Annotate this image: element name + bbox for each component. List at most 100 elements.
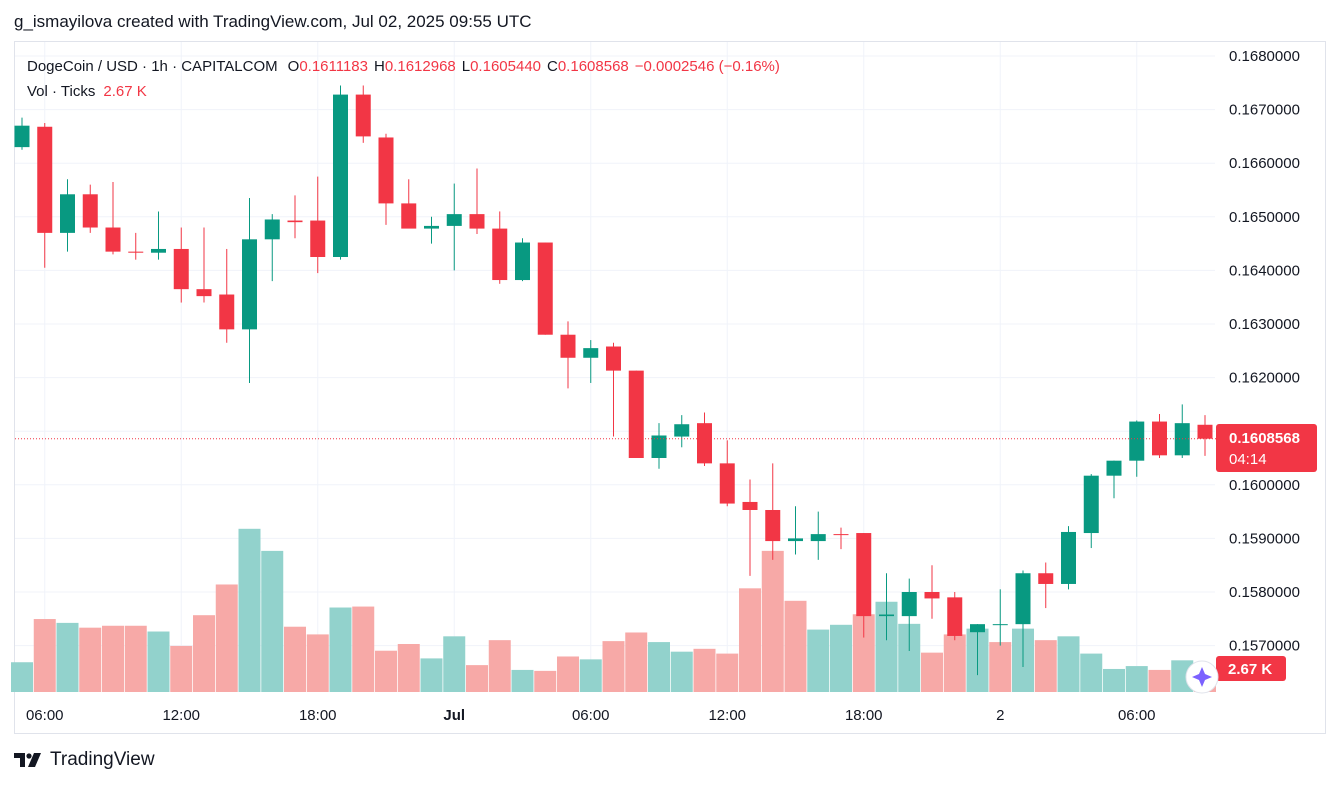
symbol-label[interactable]: DogeCoin / USD · 1h · CAPITALCOM — [27, 58, 278, 75]
time-tick-label: 06:00 — [26, 707, 64, 724]
candle-body — [1174, 423, 1190, 456]
chart-frame — [14, 41, 1326, 734]
candle-body — [1152, 421, 1167, 456]
volume-bar — [466, 665, 488, 692]
candle-body — [1015, 573, 1031, 625]
volume-bar — [1148, 669, 1171, 692]
candle-body — [14, 125, 30, 148]
volume-bar — [170, 645, 193, 692]
time-tick-label: 06:00 — [572, 707, 610, 724]
volume-bar — [375, 650, 397, 692]
candle-body — [492, 228, 508, 281]
ohlc-row: DogeCoin / USD · 1h · CAPITALCOM O 0.1611… — [27, 54, 780, 79]
candle-body — [424, 225, 439, 229]
time-tick-label: 18:00 — [299, 707, 337, 724]
candle-body — [697, 423, 712, 464]
chart-caption: g_ismayilova created with TradingView.co… — [14, 12, 532, 31]
volume-bars — [11, 528, 1216, 692]
time-tick-label: 12:00 — [708, 707, 746, 724]
volume-bar — [488, 640, 511, 692]
volume-bar — [898, 623, 921, 692]
candle-body — [287, 220, 303, 223]
candle-body — [1106, 460, 1122, 476]
volume-bar — [147, 631, 170, 692]
ai-assist-icon[interactable] — [1185, 660, 1219, 694]
candle-body — [1038, 573, 1054, 584]
candle-body — [242, 239, 257, 330]
volume-bar — [807, 629, 830, 692]
candle-body — [1129, 421, 1145, 461]
volume-bar — [625, 632, 648, 692]
volume-bar — [11, 662, 33, 692]
candle-body — [947, 597, 963, 636]
volume-bar — [602, 641, 625, 692]
candle-body — [333, 94, 348, 257]
open-value: 0.1611183 — [299, 58, 368, 75]
candle-body — [560, 334, 576, 358]
volume-bar — [830, 624, 852, 692]
candle-body — [901, 592, 917, 617]
volume-badge: 2.67 K — [1216, 656, 1286, 681]
volume-bar — [261, 550, 284, 692]
price-tick-label: 0.1620000 — [1229, 370, 1300, 387]
time-tick-label: 12:00 — [162, 707, 200, 724]
price-axis: 0.1680000 0.1670000 0.1660000 0.1650000 0.16… — [1229, 48, 1300, 655]
candle-body — [196, 289, 212, 297]
candle-body — [128, 251, 144, 253]
volume-bar — [534, 670, 557, 692]
candle-body — [651, 435, 667, 458]
candle-body — [1197, 424, 1213, 439]
close-value: 0.1608568 — [557, 58, 629, 75]
high-key: H — [374, 58, 385, 75]
last-price-text: 0.1608568 — [1229, 430, 1300, 447]
volume-bar — [739, 588, 761, 692]
volume-bar — [784, 600, 807, 692]
candle-body — [446, 214, 462, 226]
volume-bar — [557, 656, 579, 692]
volume-bar — [397, 644, 420, 692]
volume-bar — [215, 584, 238, 692]
volume-badge-text: 2.67 K — [1228, 661, 1272, 678]
time-tick-label: 2 — [996, 707, 1004, 724]
price-tick-label: 0.1650000 — [1229, 209, 1300, 226]
candle-body — [810, 534, 826, 542]
candle-body — [105, 227, 121, 252]
price-tick-label: 0.1590000 — [1229, 530, 1300, 547]
low-key: L — [461, 58, 471, 75]
candle-body — [1083, 475, 1099, 534]
volume-bar — [1080, 653, 1103, 692]
volume-bar — [238, 528, 261, 692]
low-value: 0.1605440 — [470, 58, 541, 75]
volume-bar — [352, 606, 375, 692]
footer-branding[interactable]: TradingView — [14, 749, 155, 771]
volume-bar — [1057, 636, 1080, 692]
volume-bar — [852, 614, 875, 692]
volume-bar — [79, 627, 102, 692]
price-tick-label: 0.1600000 — [1229, 477, 1300, 494]
change-value: −0.0002546 (−0.16%) — [634, 58, 780, 75]
volume-bar — [284, 626, 306, 692]
price-tick-label: 0.1640000 — [1229, 262, 1300, 279]
price-tick-label: 0.1660000 — [1229, 155, 1300, 172]
volume-label[interactable]: Vol · Ticks — [27, 83, 96, 100]
candle-body — [537, 242, 553, 335]
candle-body — [37, 126, 53, 233]
candle-body — [833, 534, 849, 536]
volume-bar — [875, 601, 898, 692]
candle-body — [879, 614, 894, 617]
countdown-text: 04:14 — [1229, 451, 1267, 468]
price-tick-label: 0.1680000 — [1229, 48, 1300, 65]
last-price-badge: 0.1608568 04:14 — [1216, 424, 1317, 472]
candle-body — [1061, 531, 1076, 584]
candle-body — [401, 203, 417, 229]
candle-body — [970, 624, 985, 633]
volume-bar — [124, 625, 147, 692]
price-tick-label: 0.1670000 — [1229, 102, 1300, 119]
volume-bar — [102, 625, 124, 692]
price-tick-label: 0.1630000 — [1229, 316, 1300, 333]
candle-body — [515, 242, 530, 281]
time-tick-label: 18:00 — [845, 707, 883, 724]
candle-body — [742, 501, 758, 510]
volume-bar — [1103, 668, 1125, 692]
